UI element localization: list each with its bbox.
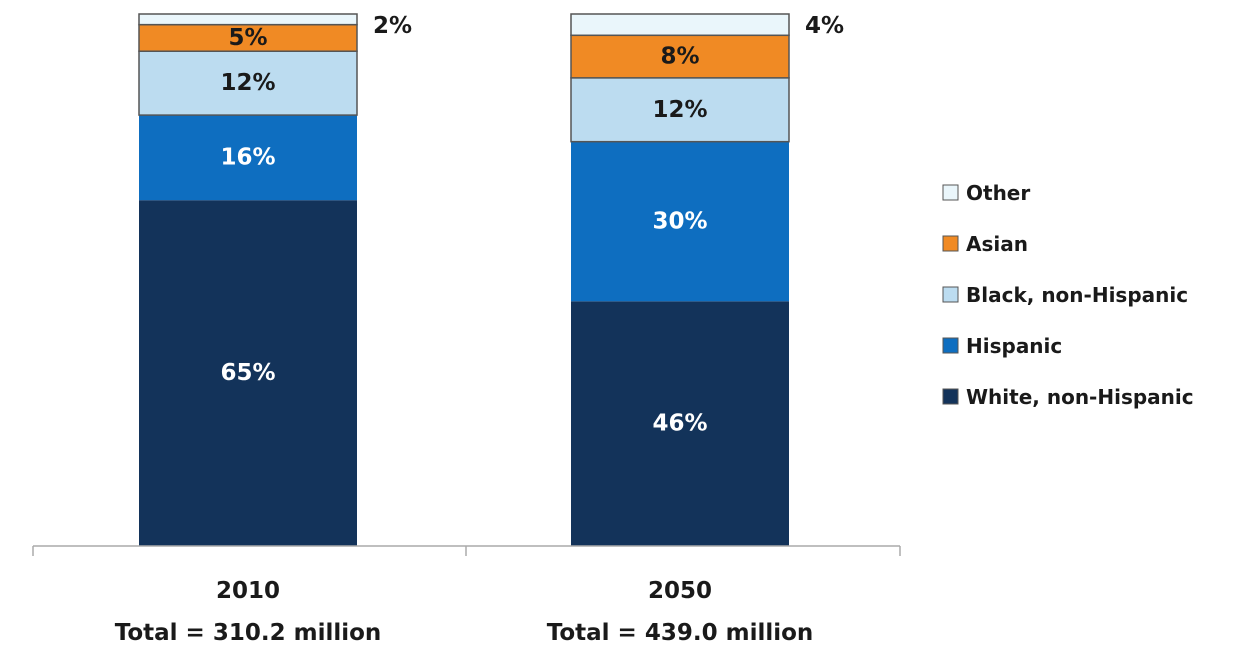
category-label-2010: 2010 [216, 578, 280, 604]
legend: Other Asian Black, non-Hispanic Hispanic Whi… [942, 181, 1194, 409]
x-axis [32, 545, 901, 556]
data-label-other-2010: 2% [373, 13, 412, 39]
bar-segment-hispanic-2050 [571, 141, 789, 302]
legend-swatch-black-non-hispanic [942, 286, 959, 303]
data-label-other-2050: 4% [805, 13, 844, 39]
legend-label-white-non-hispanic: White, non-Hispanic [966, 385, 1194, 409]
category-label-2050: 2050 [648, 578, 712, 604]
bars-group: 65% 16% 12% 5% 2% 46% 30% 12% 8% 4% [138, 13, 844, 546]
bar-segment-asian-2010 [138, 23, 358, 52]
legend-swatch-white-non-hispanic [942, 388, 959, 405]
legend-label-black-non-hispanic: Black, non-Hispanic [966, 283, 1188, 307]
data-label-hispanic-2050: 30% [652, 208, 707, 234]
data-label-asian-2050: 8% [660, 44, 699, 70]
bar-segment-other-2010 [138, 13, 358, 26]
bar-segment-hispanic-2010 [139, 115, 357, 201]
legend-swatch-hispanic [942, 337, 959, 354]
legend-label-other: Other [966, 181, 1030, 205]
bar-segment-white-non-hispanic-2050 [571, 301, 789, 546]
bar-segment-black-non-hispanic-2010 [138, 50, 358, 116]
legend-swatch-asian [942, 235, 959, 252]
data-label-hispanic-2010: 16% [220, 145, 275, 171]
category-total-2050: Total = 439.0 million [547, 620, 814, 646]
category-labels: 2010 Total = 310.2 million 2050 Total = 439… [115, 578, 814, 646]
data-label-white-non-hispanic-2050: 46% [652, 411, 707, 437]
legend-label-asian: Asian [966, 232, 1028, 256]
legend-label-hispanic: Hispanic [966, 334, 1062, 358]
category-total-2010: Total = 310.2 million [115, 620, 382, 646]
data-label-black-non-hispanic-2010: 12% [220, 70, 275, 96]
data-label-white-non-hispanic-2010: 65% [220, 360, 275, 386]
data-label-asian-2010: 5% [228, 25, 267, 51]
data-label-black-non-hispanic-2050: 12% [652, 97, 707, 123]
bar-segment-white-non-hispanic-2010 [139, 200, 357, 546]
legend-swatch-other [942, 184, 959, 201]
bar-segment-other-2050 [570, 13, 790, 37]
